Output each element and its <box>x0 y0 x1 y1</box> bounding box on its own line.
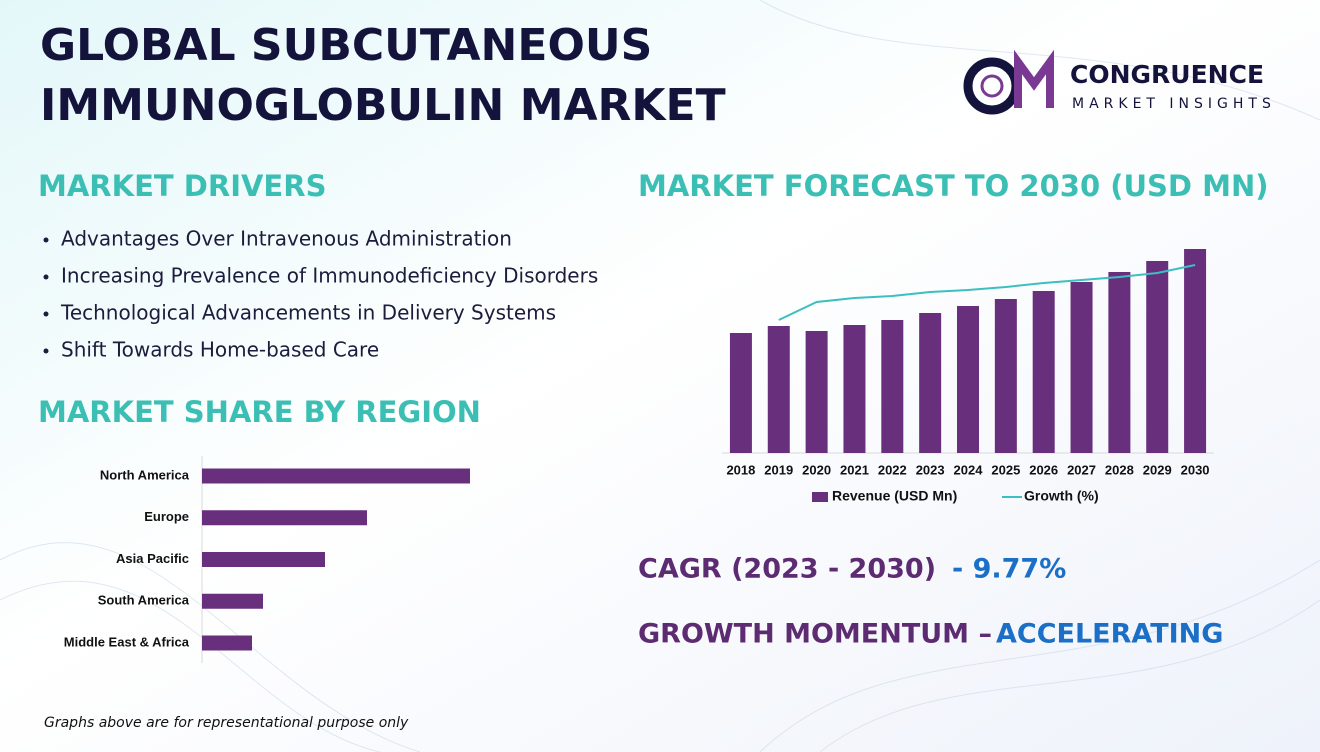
bar <box>1146 261 1169 453</box>
x-tick-label: 2027 <box>1067 462 1096 477</box>
y-tick-label: Asia Pacific <box>116 551 189 566</box>
bar <box>1032 291 1055 453</box>
x-tick-label: 2024 <box>954 462 984 477</box>
x-tick-label: 2019 <box>764 462 793 477</box>
y-tick-label: Middle East & Africa <box>64 634 190 649</box>
bullet-dot <box>43 348 49 354</box>
x-tick-label: 2023 <box>916 462 945 477</box>
logo-tagline: MARKET INSIGHTS <box>1072 96 1276 112</box>
x-tick-label: 2020 <box>802 462 831 477</box>
bar <box>202 510 367 526</box>
y-tick-label: Europe <box>144 509 189 524</box>
y-tick-label: South America <box>98 593 190 608</box>
momentum-label: GROWTH MOMENTUM – <box>638 619 992 650</box>
x-tick-label: 2025 <box>991 462 1020 477</box>
driver-item: Increasing Prevalence of Immunodeficienc… <box>61 264 598 288</box>
bar <box>843 325 866 453</box>
bar <box>729 333 752 453</box>
section-heading: MARKET SHARE BY REGION <box>38 395 481 429</box>
bar <box>881 320 904 453</box>
bar <box>202 552 325 567</box>
bar <box>767 326 790 453</box>
x-tick-label: 2021 <box>840 462 869 477</box>
x-tick-label: 2022 <box>878 462 907 477</box>
bar <box>202 635 252 651</box>
legend-swatch <box>812 492 828 502</box>
bar <box>202 468 470 484</box>
driver-item: Advantages Over Intravenous Administrati… <box>61 227 512 251</box>
bar <box>994 299 1017 453</box>
cagr-label: CAGR (2023 - 2030) <box>638 554 936 585</box>
bar <box>919 313 942 453</box>
legend-label: Growth (%) <box>1024 488 1099 504</box>
driver-item: Shift Towards Home-based Care <box>61 338 379 362</box>
section-heading: MARKET DRIVERS <box>38 169 326 203</box>
bar <box>1070 282 1093 453</box>
bullet-dot <box>43 311 49 317</box>
driver-item: Technological Advancements in Delivery S… <box>60 301 556 325</box>
bar <box>1108 272 1131 453</box>
bullet-dot <box>43 274 49 280</box>
section-heading: MARKET FORECAST TO 2030 (USD MN) <box>638 169 1268 203</box>
bar <box>1184 249 1207 453</box>
title-line: IMMUNOGLOBULIN MARKET <box>40 80 726 131</box>
x-tick-label: 2029 <box>1143 462 1172 477</box>
y-tick-label: North America <box>100 467 190 482</box>
line <box>778 264 1196 321</box>
footnote: Graphs above are for representational pu… <box>44 715 409 731</box>
x-tick-label: 2026 <box>1029 462 1058 477</box>
logo: CONGRUENCE MARKET INSIGHTS <box>963 49 1276 115</box>
x-tick-label: 2018 <box>726 462 755 477</box>
bar <box>957 306 979 453</box>
cagr-value: - 9.77% <box>952 554 1066 585</box>
legend-label: Revenue (USD Mn) <box>832 488 957 504</box>
momentum-value: ACCELERATING <box>996 619 1223 650</box>
x-tick-label: 2030 <box>1181 462 1210 477</box>
title-line: GLOBAL SUBCUTANEOUS <box>40 20 652 71</box>
logo-name: CONGRUENCE <box>1070 60 1264 89</box>
bullet-dot <box>43 237 49 243</box>
bar <box>805 331 828 453</box>
x-tick-label: 2028 <box>1105 462 1134 477</box>
bar <box>202 593 263 609</box>
